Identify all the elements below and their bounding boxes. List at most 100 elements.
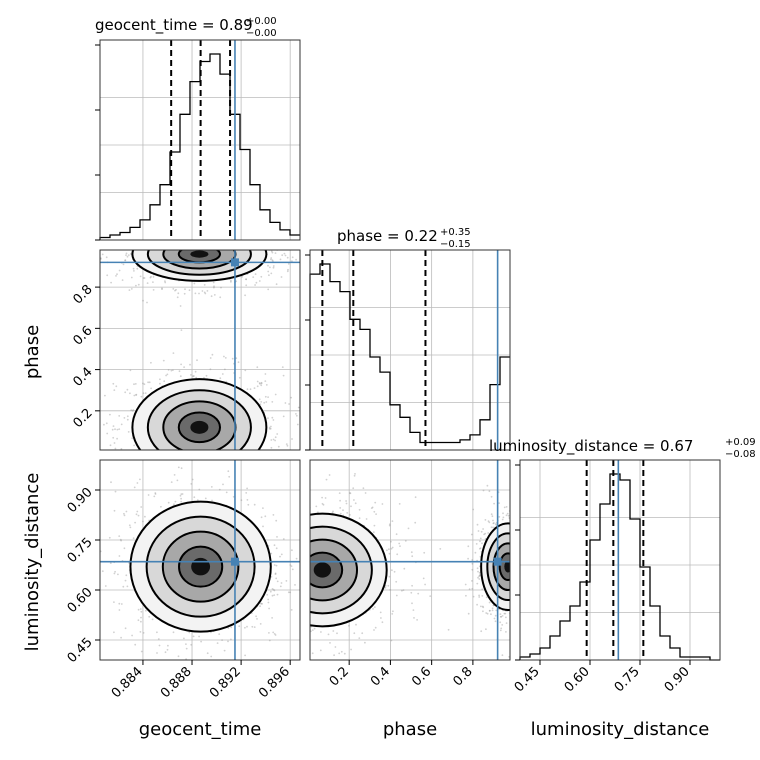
sample-point xyxy=(189,463,191,465)
sample-point xyxy=(480,630,483,633)
sample-point xyxy=(174,236,176,238)
sample-point xyxy=(175,231,177,233)
sample-point xyxy=(192,635,195,638)
sample-point xyxy=(295,483,297,485)
histogram-step xyxy=(309,263,510,450)
sample-point xyxy=(203,236,205,238)
sample-point xyxy=(517,545,519,547)
sample-point xyxy=(209,235,211,237)
sample-point xyxy=(204,689,206,691)
sample-point xyxy=(276,558,278,560)
sample-point xyxy=(136,510,139,513)
sample-point xyxy=(94,553,96,555)
sample-point xyxy=(381,621,384,624)
ytick-label: 0.2 xyxy=(70,406,95,431)
sample-point xyxy=(286,256,289,259)
sample-point xyxy=(338,492,341,494)
sample-point xyxy=(151,618,154,621)
sample-point xyxy=(166,247,168,249)
sample-point xyxy=(532,599,534,601)
sample-point xyxy=(302,532,304,534)
sample-point xyxy=(302,565,304,567)
sample-point xyxy=(238,625,241,628)
sample-point xyxy=(274,393,277,396)
sample-point xyxy=(124,259,126,262)
sample-point xyxy=(304,575,306,577)
sample-point xyxy=(545,604,547,606)
title-luminosity-distance: luminosity_distance = 0.67 xyxy=(489,437,693,456)
sample-point xyxy=(227,470,230,473)
sample-point xyxy=(189,214,191,216)
sample-point xyxy=(511,564,513,566)
sample-point xyxy=(140,616,142,619)
sample-point xyxy=(536,545,538,547)
sample-point xyxy=(201,461,203,463)
sample-point xyxy=(510,579,512,581)
sample-point xyxy=(138,462,140,464)
sample-point xyxy=(106,432,109,435)
sample-point xyxy=(521,576,523,578)
sample-point xyxy=(179,235,181,237)
sample-point xyxy=(186,242,188,244)
sample-point xyxy=(514,572,516,574)
sample-point xyxy=(476,582,479,585)
sample-point xyxy=(149,467,151,469)
sample-point xyxy=(514,574,516,576)
sample-point xyxy=(214,231,216,233)
sample-point xyxy=(211,353,214,356)
sample-point xyxy=(334,646,337,648)
sample-point xyxy=(511,572,513,574)
sample-point xyxy=(530,585,532,587)
sample-point xyxy=(303,525,305,527)
sample-point xyxy=(517,604,519,606)
sample-point xyxy=(373,524,376,527)
sample-point xyxy=(257,231,259,233)
xtick-label: 0.8 xyxy=(450,664,475,689)
sample-point xyxy=(184,245,186,247)
sample-point xyxy=(133,444,136,447)
title-phase-sub: −0.15 xyxy=(440,239,471,250)
sample-point xyxy=(150,275,152,278)
sample-point xyxy=(139,608,142,610)
sample-point xyxy=(142,299,144,302)
sample-point xyxy=(193,463,195,465)
sample-point xyxy=(281,570,283,572)
xlabel-geocent-time: geocent_time xyxy=(139,719,262,740)
sample-point xyxy=(491,607,494,610)
sample-point xyxy=(297,406,300,409)
sample-point xyxy=(485,596,488,599)
sample-point xyxy=(239,222,241,224)
sample-point xyxy=(162,455,164,457)
sample-point xyxy=(202,463,204,465)
sample-point xyxy=(307,624,309,626)
sample-point xyxy=(109,562,112,564)
sample-point xyxy=(516,542,518,544)
sample-point xyxy=(262,525,264,528)
sample-point xyxy=(528,529,530,531)
sample-point xyxy=(513,563,515,565)
sample-point xyxy=(486,484,489,487)
sample-point xyxy=(537,580,539,582)
sample-point xyxy=(311,629,314,631)
sample-point xyxy=(258,280,261,282)
sample-point xyxy=(306,594,308,596)
sample-point xyxy=(273,564,276,566)
sample-point xyxy=(251,625,254,628)
sample-point xyxy=(267,223,269,225)
sample-point xyxy=(134,521,137,524)
sample-point xyxy=(167,246,169,248)
sample-point xyxy=(307,569,309,571)
sample-point xyxy=(211,453,213,455)
sample-point xyxy=(120,539,122,542)
sample-point xyxy=(526,547,528,549)
sample-point xyxy=(471,559,474,561)
sample-point xyxy=(306,570,308,572)
sample-point xyxy=(126,418,129,421)
density-contour xyxy=(504,560,510,573)
sample-point xyxy=(296,549,298,551)
sample-point xyxy=(514,628,516,630)
sample-point xyxy=(116,428,119,431)
sample-point xyxy=(512,587,514,589)
sample-point xyxy=(287,263,290,265)
